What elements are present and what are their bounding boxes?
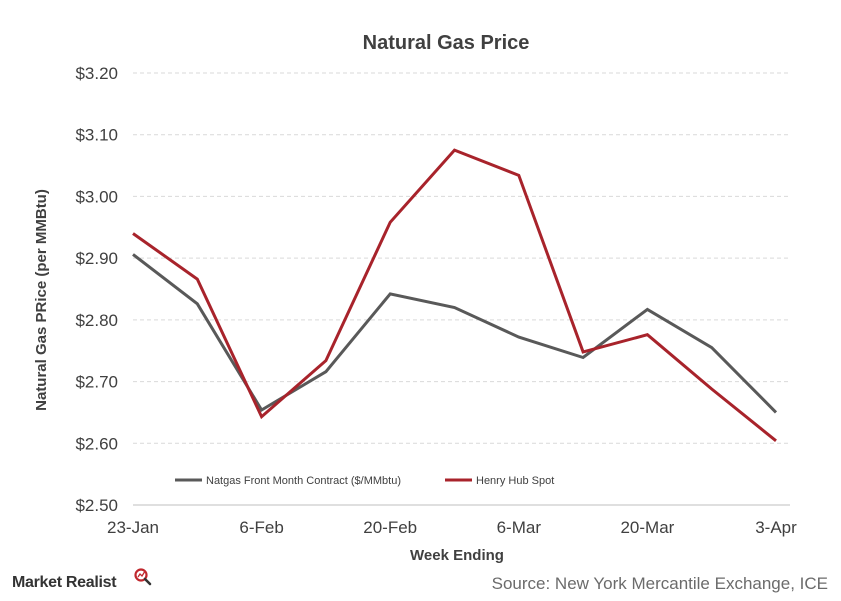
brand-name: Market Realist [12,574,117,591]
y-tick-label: $2.50 [75,496,118,515]
y-axis-ticks: $3.20 $3.10 $3.00 $2.90 $2.80 $2.70 $2.60 $2.50 [75,64,118,515]
legend-label: Henry Hub Spot [476,475,554,487]
x-axis-ticks: 23-Jan 6-Feb 20-Feb 6-Mar 20-Mar 3-Apr [107,518,797,537]
series-line-0 [132,253,778,414]
legend-label: Natgas Front Month Contract ($/MMbtu) [206,475,401,487]
x-tick-label: 3-Apr [755,518,797,537]
x-tick-label: 23-Jan [107,518,159,537]
x-tick-label: 6-Mar [497,518,542,537]
x-tick-label: 20-Mar [620,518,674,537]
y-tick-label: $2.90 [75,249,118,268]
chart-title: Natural Gas Price [363,32,530,54]
y-axis-label: Natural Gas PRice (per MMBtu) [33,189,50,411]
y-tick-label: $3.20 [75,64,118,83]
x-tick-label: 6-Feb [239,518,283,537]
y-tick-label: $2.80 [75,311,118,330]
legend: Natgas Front Month Contract ($/MMbtu) Hen… [175,475,554,487]
y-tick-label: $3.10 [75,126,118,145]
y-tick-label: $2.70 [75,373,118,392]
magnifier-icon [134,568,152,586]
source-note: Source: New York Mercantile Exchange, IC… [492,574,828,593]
x-tick-label: 20-Feb [363,518,417,537]
series-lines [132,148,778,442]
x-axis-label: Week Ending [410,547,504,564]
series-line-1 [132,148,777,442]
brand-logo: Market Realist [12,568,152,591]
y-tick-label: $3.00 [75,187,118,206]
y-tick-label: $2.60 [75,434,118,453]
gridlines [133,72,790,444]
